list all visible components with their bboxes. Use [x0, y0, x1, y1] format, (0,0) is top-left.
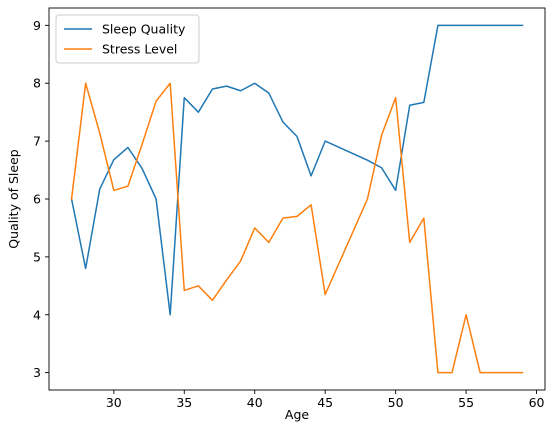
x-tick-label: 30	[106, 395, 122, 410]
series-line-stress-level	[70, 82, 524, 374]
x-tick-label: 40	[247, 395, 263, 410]
series-lines	[70, 24, 524, 374]
y-tick-label: 8	[33, 76, 41, 91]
y-tick-label: 4	[33, 307, 41, 322]
y-tick-label: 6	[33, 192, 41, 207]
x-tick-label: 35	[176, 395, 192, 410]
x-tick-label: 45	[317, 395, 333, 410]
y-tick-label: 9	[33, 18, 41, 33]
x-axis-label: Age	[285, 407, 309, 422]
legend-box	[55, 14, 200, 64]
legend-label: Stress Level	[102, 42, 177, 57]
y-tick-label: 5	[33, 249, 41, 264]
legend-label: Sleep Quality	[102, 22, 186, 37]
y-tick-label: 7	[33, 134, 41, 149]
x-tick-label: 55	[458, 395, 474, 410]
y-axis-label: Quality of Sleep	[6, 149, 21, 248]
y-tick-label: 3	[33, 365, 41, 380]
y-axis-ticks: 3 4 5 6 7 8 9	[33, 18, 49, 380]
legend: Sleep Quality Stress Level	[55, 14, 200, 64]
x-tick-label: 50	[388, 395, 404, 410]
x-axis-ticks: 30 35 40 45 50 55 60	[106, 390, 545, 410]
x-tick-label: 60	[529, 395, 545, 410]
series-line-sleep-quality	[70, 24, 524, 316]
